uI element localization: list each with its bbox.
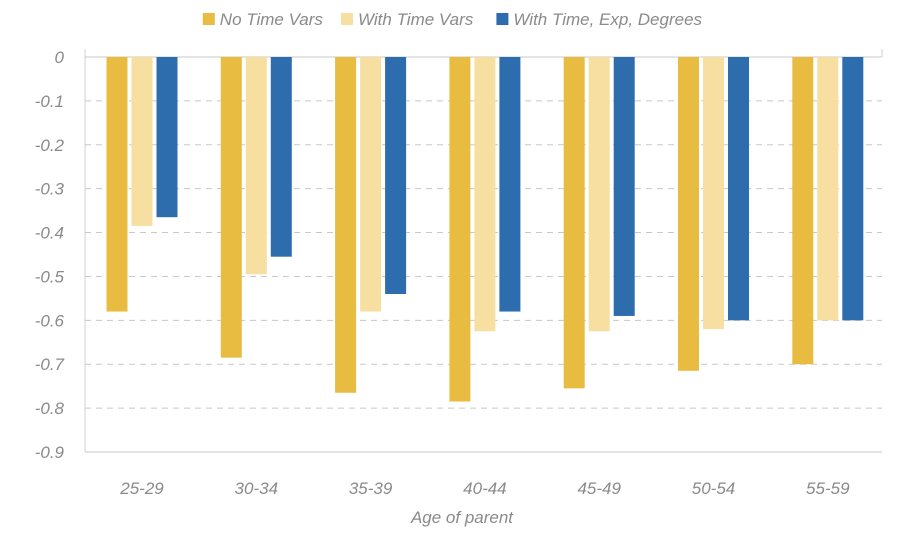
- legend-swatch: [202, 13, 215, 25]
- bar-with-time-exp-degrees-50-54: [728, 57, 749, 321]
- x-tick-label: 55-59: [806, 479, 850, 498]
- bar-with-time-vars-35-39: [360, 57, 382, 312]
- bar-with-time-exp-degrees-30-34: [270, 57, 292, 257]
- x-tick-label: 35-39: [349, 479, 393, 498]
- bar-no-time-vars-35-39: [335, 57, 357, 393]
- x-axis-title: Age of parent: [410, 508, 514, 527]
- bar-with-time-vars-55-59: [817, 57, 839, 321]
- chart-legend: No Time Vars With Time Vars With Time, Exp…: [202, 10, 703, 29]
- x-axis-tick-labels: 25-29 30-34 35-39 40-44 45-49 50-54 55-59: [119, 479, 850, 498]
- legend-label: With Time, Exp, Degrees: [513, 10, 702, 29]
- y-tick-label: -0.7: [35, 355, 65, 374]
- x-tick-label: 40-44: [463, 479, 506, 498]
- bar-with-time-vars-40-44: [474, 57, 496, 332]
- bar-no-time-vars-40-44: [449, 57, 471, 402]
- bar-with-time-exp-degrees-45-49: [613, 57, 635, 316]
- x-tick-label: 30-34: [235, 479, 278, 498]
- x-tick-label: 50-54: [692, 479, 735, 498]
- bar-no-time-vars-50-54: [678, 57, 699, 371]
- legend-swatch: [496, 13, 509, 25]
- y-tick-label: 0: [55, 48, 65, 67]
- y-tick-label: -0.6: [35, 311, 65, 330]
- legend-swatch: [341, 13, 353, 25]
- bar-with-time-vars-50-54: [703, 57, 724, 330]
- y-tick-label: -0.2: [35, 136, 65, 155]
- x-tick-label: 45-49: [577, 479, 621, 498]
- x-tick-label: 25-29: [119, 479, 164, 498]
- bar-with-time-vars-45-49: [588, 57, 610, 332]
- bar-with-time-exp-degrees-25-29: [156, 57, 178, 218]
- bar-with-time-vars-30-34: [245, 57, 267, 275]
- bar-no-time-vars-30-34: [220, 57, 242, 358]
- bar-no-time-vars-25-29: [106, 57, 128, 312]
- bar-with-time-exp-degrees-35-39: [385, 57, 407, 294]
- y-tick-label: -0.1: [35, 92, 64, 111]
- bar-no-time-vars-45-49: [563, 57, 585, 389]
- y-axis-tick-labels: 0 -0.1 -0.2 -0.3 -0.4 -0.5 -0.6 -0.7 -0.8 -0.9: [35, 48, 65, 462]
- bar-no-time-vars-55-59: [792, 57, 814, 365]
- bar-with-time-exp-degrees-40-44: [499, 57, 521, 312]
- y-tick-label: -0.8: [35, 399, 65, 418]
- y-tick-label: -0.9: [35, 443, 65, 462]
- legend-label: With Time Vars: [358, 10, 474, 29]
- bar-with-time-exp-degrees-55-59: [842, 57, 864, 321]
- bar-with-time-vars-25-29: [131, 57, 153, 226]
- y-tick-label: -0.4: [35, 224, 64, 243]
- y-tick-label: -0.5: [35, 267, 65, 286]
- legend-label: No Time Vars: [220, 10, 324, 29]
- y-tick-label: -0.3: [35, 180, 65, 199]
- chart-bars: [106, 57, 864, 402]
